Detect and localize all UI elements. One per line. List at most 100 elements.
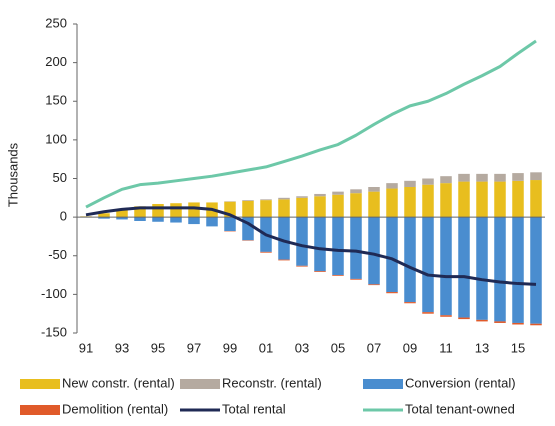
bar: [368, 284, 380, 285]
bar: [152, 204, 164, 217]
legend-label: Conversion (rental): [405, 375, 516, 390]
legend-label: Total tenant-owned: [405, 401, 515, 416]
legend-label: Reconstr. (rental): [222, 375, 322, 390]
y-axis-label: Thousands: [5, 142, 20, 207]
bar: [350, 189, 362, 193]
bar: [386, 217, 398, 292]
bar: [188, 202, 200, 217]
bar: [332, 275, 344, 276]
x-tick-label: 07: [367, 340, 381, 355]
bar: [494, 174, 506, 182]
bar: [368, 217, 380, 284]
legend-label: New constr. (rental): [62, 375, 175, 390]
bar: [278, 260, 290, 261]
bar: [530, 324, 542, 326]
bar: [386, 292, 398, 293]
y-tick-label: -150: [41, 324, 67, 339]
bar: [296, 217, 308, 266]
bar: [368, 192, 380, 217]
legend-swatch: [20, 405, 60, 415]
bar: [260, 252, 272, 253]
bar: [512, 323, 524, 325]
x-tick-label: 15: [511, 340, 525, 355]
bar: [404, 187, 416, 217]
bar: [458, 182, 470, 218]
legend-label: Demolition (rental): [62, 401, 168, 416]
bar: [350, 193, 362, 217]
x-tick-label: 11: [439, 340, 453, 355]
y-tick-label: 0: [60, 209, 67, 224]
bar: [476, 182, 488, 218]
bar: [404, 302, 416, 303]
bar: [440, 176, 452, 183]
bar: [242, 200, 254, 201]
bar: [422, 179, 434, 185]
bar: [170, 203, 182, 217]
bar: [368, 187, 380, 192]
bar: [404, 217, 416, 302]
x-tick-label: 05: [331, 340, 345, 355]
bar: [134, 217, 146, 221]
x-tick-label: 99: [223, 340, 237, 355]
y-tick-label: -100: [41, 286, 67, 301]
bar: [458, 217, 470, 317]
bar: [224, 217, 236, 231]
bar: [422, 217, 434, 312]
y-tick-label: 100: [45, 131, 67, 146]
bar: [170, 217, 182, 222]
x-tick-label: 93: [115, 340, 129, 355]
bar: [476, 217, 488, 320]
y-tick-label: 250: [45, 15, 67, 30]
bar: [494, 321, 506, 323]
bar: [458, 318, 470, 320]
bar: [296, 198, 308, 217]
bar: [512, 173, 524, 181]
legend-swatch: [180, 379, 220, 389]
bar: [314, 271, 326, 272]
bar: [476, 320, 488, 322]
bar: [530, 217, 542, 324]
bar: [386, 183, 398, 188]
bar: [404, 181, 416, 187]
legend-swatch: [363, 379, 403, 389]
x-tick-label: 95: [151, 340, 165, 355]
bar: [530, 172, 542, 180]
bar: [242, 201, 254, 217]
bar: [440, 217, 452, 315]
bar: [422, 312, 434, 314]
bar: [260, 199, 272, 200]
bar: [494, 217, 506, 321]
bar: [350, 279, 362, 280]
bar: [296, 266, 308, 267]
y-tick-label: 200: [45, 54, 67, 69]
bar: [332, 195, 344, 217]
bar: [314, 217, 326, 271]
bar: [350, 217, 362, 279]
x-tick-label: 13: [475, 340, 489, 355]
bar: [476, 174, 488, 182]
y-tick-label: -50: [48, 247, 67, 262]
y-tick-label: 150: [45, 93, 67, 108]
bar: [494, 182, 506, 218]
legend-label: Total rental: [222, 401, 286, 416]
bar: [314, 196, 326, 217]
bar: [296, 196, 308, 198]
bar: [332, 217, 344, 275]
bar: [260, 200, 272, 217]
bar: [440, 315, 452, 317]
bar: [530, 180, 542, 217]
x-tick-label: 97: [187, 340, 201, 355]
bar: [422, 185, 434, 217]
bar: [512, 181, 524, 217]
legend-swatch: [20, 379, 60, 389]
bar: [386, 189, 398, 218]
x-tick-label: 03: [295, 340, 309, 355]
bar: [314, 194, 326, 196]
bar: [152, 217, 164, 222]
x-tick-label: 09: [403, 340, 417, 355]
bar: [512, 217, 524, 323]
bar: [188, 217, 200, 224]
bar: [206, 217, 218, 226]
x-tick-label: 01: [259, 340, 273, 355]
